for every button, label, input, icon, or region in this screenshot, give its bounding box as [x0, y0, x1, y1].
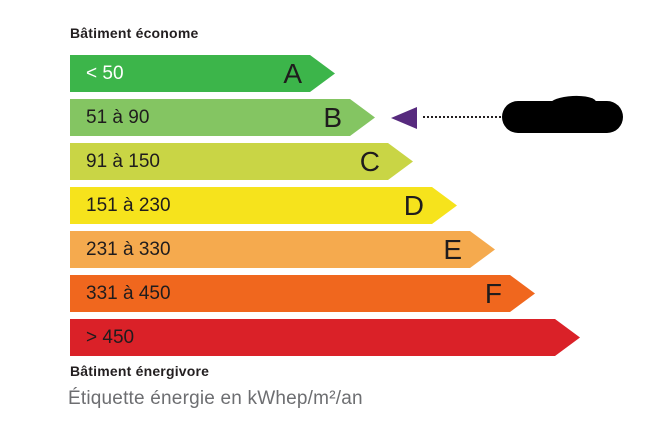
energy-bar-e: 231 à 330 E [70, 231, 495, 268]
range-label: 231 à 330 [86, 238, 171, 260]
class-letter: E [443, 233, 462, 265]
range-label: 331 à 450 [86, 282, 171, 304]
energy-bar-d: 151 à 230 D [70, 187, 457, 224]
energy-label-caption: Étiquette énergie en kWhep/m²/an [68, 388, 363, 409]
range-label: 151 à 230 [86, 194, 171, 216]
energy-bar-a: < 50 A [70, 55, 335, 92]
energy-intensive-building-label: Bâtiment énergivore [70, 363, 210, 379]
class-letter: B [323, 101, 342, 133]
range-label: 51 à 90 [86, 106, 150, 128]
energy-bar-b: 51 à 90 B [70, 99, 375, 136]
redacted-value-blob [502, 94, 623, 133]
energy-bar-g: > 450 [70, 319, 580, 356]
economical-building-label: Bâtiment économe [70, 25, 199, 41]
energy-bar-f: 331 à 450 F [70, 275, 535, 312]
class-letter: D [403, 189, 424, 221]
range-label: > 450 [86, 326, 135, 348]
range-label: < 50 [86, 62, 124, 84]
range-label: 91 à 150 [86, 150, 160, 172]
pointer-dotted-line [423, 116, 501, 118]
class-letter: F [484, 277, 502, 309]
energy-bars: < 50 A 51 à 90 B 91 à 150 C 151 à 230 D 231 à 33… [70, 55, 580, 363]
class-letter: A [283, 57, 302, 89]
energy-bar-c: 91 à 150 C [70, 143, 413, 180]
class-letter: C [359, 145, 380, 177]
